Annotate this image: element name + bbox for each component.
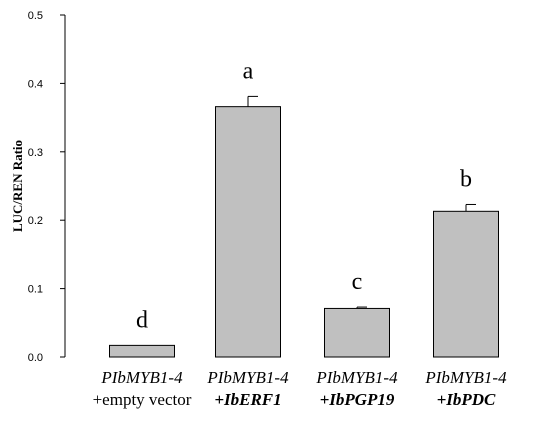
x-axis-labels: PIbMYB1-4 +empty vector PIbMYB1-4 +IbERF1 PI… [93,368,508,409]
y-tick-label: 0.0 [28,352,43,364]
x-tick-label-line2: +IbERF1 [214,390,281,409]
bar [215,106,281,358]
x-tick-label-line2: +IbPGP19 [320,390,395,409]
x-tick-label-line2: +IbPDC [437,390,496,409]
y-tick-label: 0.2 [28,215,43,227]
bar [433,210,499,358]
x-tick-label-line2: +empty vector [93,390,192,409]
y-axis: 0.0 0.1 0.2 0.3 0.4 0.5 [28,10,66,364]
x-tick-label-line1: PIbMYB1-4 [424,368,507,387]
significance-letter: a [243,58,254,84]
bar [324,307,390,358]
y-tick-label: 0.1 [28,284,43,296]
y-tick-label: 0.5 [28,10,43,22]
significance-letter: d [136,307,148,333]
y-tick-label: 0.3 [28,147,43,159]
y-tick-label: 0.4 [28,78,43,90]
y-axis-label: LUC/REN Ratio [10,140,25,232]
x-tick-label-line1: PIbMYB1-4 [315,368,398,387]
significance-letter: c [352,269,363,295]
significance-letter: b [460,166,472,192]
bar [109,344,175,358]
bars: d a c b [109,58,499,358]
x-tick-label-line1: PIbMYB1-4 [100,368,183,387]
x-tick-label-line1: PIbMYB1-4 [206,368,289,387]
